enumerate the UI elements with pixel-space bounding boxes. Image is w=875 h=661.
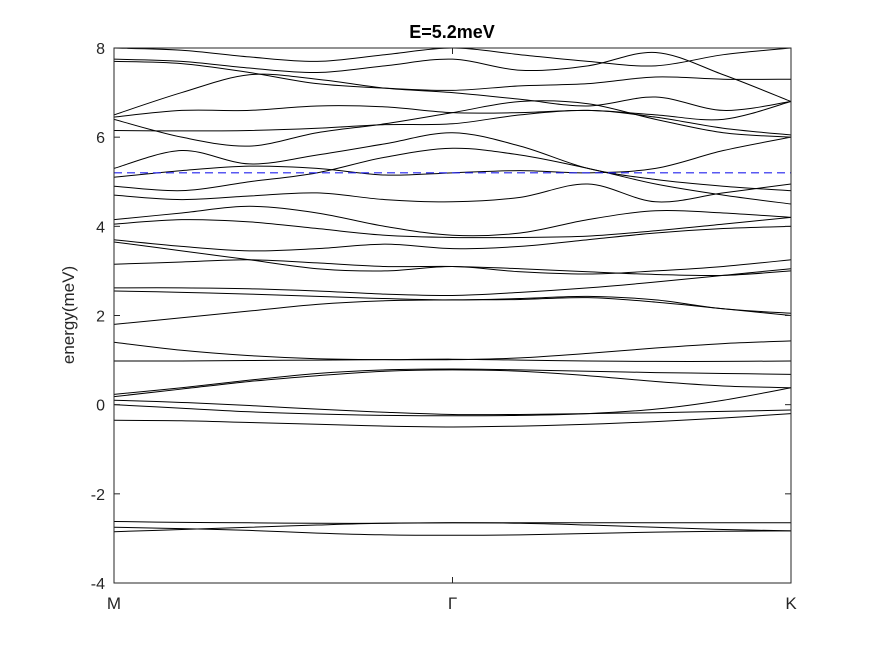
- band-line-band-28: [114, 51, 791, 102]
- y-tick-label: -2: [91, 487, 105, 504]
- band-line-band-29: [114, 48, 791, 67]
- band-line-band-2: [114, 526, 791, 536]
- band-line-band-3: [114, 520, 791, 524]
- y-axis-label: energy(meV): [59, 266, 78, 364]
- band-line-band-20: [114, 147, 791, 205]
- y-tick-label: 6: [96, 130, 105, 147]
- band-line-band-25: [114, 101, 791, 121]
- band-line-band-4: [114, 413, 791, 428]
- band-line-band-23: [114, 109, 791, 136]
- band-line-band-13: [114, 268, 791, 296]
- band-line-band-27: [114, 60, 791, 91]
- x-tick-label: K: [785, 594, 797, 613]
- band-line-band-15: [114, 241, 791, 275]
- y-tick-label: 2: [96, 309, 105, 326]
- band-line-band-7: [114, 369, 791, 398]
- band-line-band-12: [114, 290, 791, 314]
- band-line-band-18: [114, 205, 791, 237]
- band-line-band-6: [114, 399, 791, 416]
- y-tick-label: 0: [96, 398, 105, 415]
- band-line-band-17: [114, 216, 791, 239]
- bands-group: [114, 48, 791, 536]
- band-line-band-5: [114, 387, 791, 417]
- band-line-band-8: [114, 368, 791, 395]
- x-tick-label: M: [107, 594, 121, 613]
- y-tick-label: 4: [96, 219, 105, 236]
- band-line-band-10: [114, 340, 791, 361]
- band-line-band-19: [114, 183, 791, 203]
- y-tick-label: -4: [91, 576, 105, 593]
- chart-title: E=5.2meV: [409, 22, 495, 42]
- plot-area: -4 -2 0 2 4 6 8 M Γ K: [91, 41, 798, 613]
- band-line-band-22: [114, 132, 791, 192]
- band-line-band-16: [114, 225, 791, 252]
- x-tick-label: Γ: [448, 594, 457, 613]
- band-line-band-26: [114, 73, 791, 116]
- y-tick-label: 8: [96, 41, 105, 58]
